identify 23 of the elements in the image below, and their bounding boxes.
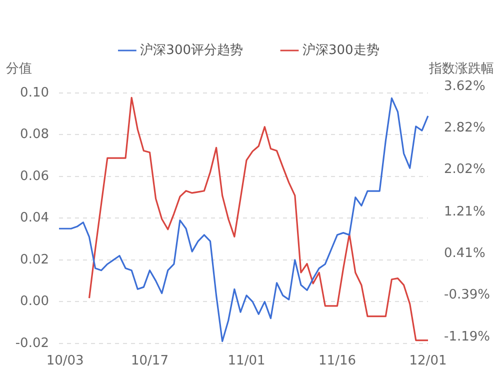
y2-tick-label: -0.39% [444,288,490,303]
x-tick-label: 10/17 [131,354,168,369]
y-tick-label: 0.08 [20,127,49,142]
y-tick-label: 0.00 [20,294,49,310]
y2-tick-label: -1.19% [444,329,490,344]
legend-label: 沪深300评分趋势 [140,42,244,58]
x-tick-label: 10/03 [46,354,84,369]
y2-axis-title: 指数涨跌幅 [428,61,494,76]
legend-label: 沪深300走势 [302,42,380,58]
x-tick-label: 11/01 [228,354,266,369]
y-tick-label: 0.10 [20,85,49,100]
y-axis-title: 分值 [6,61,32,76]
x-tick-label: 11/16 [318,354,356,369]
y2-tick-label: 2.02% [444,162,486,178]
y-tick-label: 0.06 [20,168,49,184]
y-tick-label: 0.02 [20,252,49,268]
y-tick-label: 0.04 [20,210,49,226]
y2-tick-label: 0.41% [444,246,486,261]
y2-tick-label: 1.21% [444,204,486,220]
y2-tick-label: 3.62% [444,78,486,94]
x-tick-label: 12/01 [409,354,447,369]
y2-tick-label: 2.82% [444,120,486,136]
y-tick-label: -0.02 [15,336,49,351]
